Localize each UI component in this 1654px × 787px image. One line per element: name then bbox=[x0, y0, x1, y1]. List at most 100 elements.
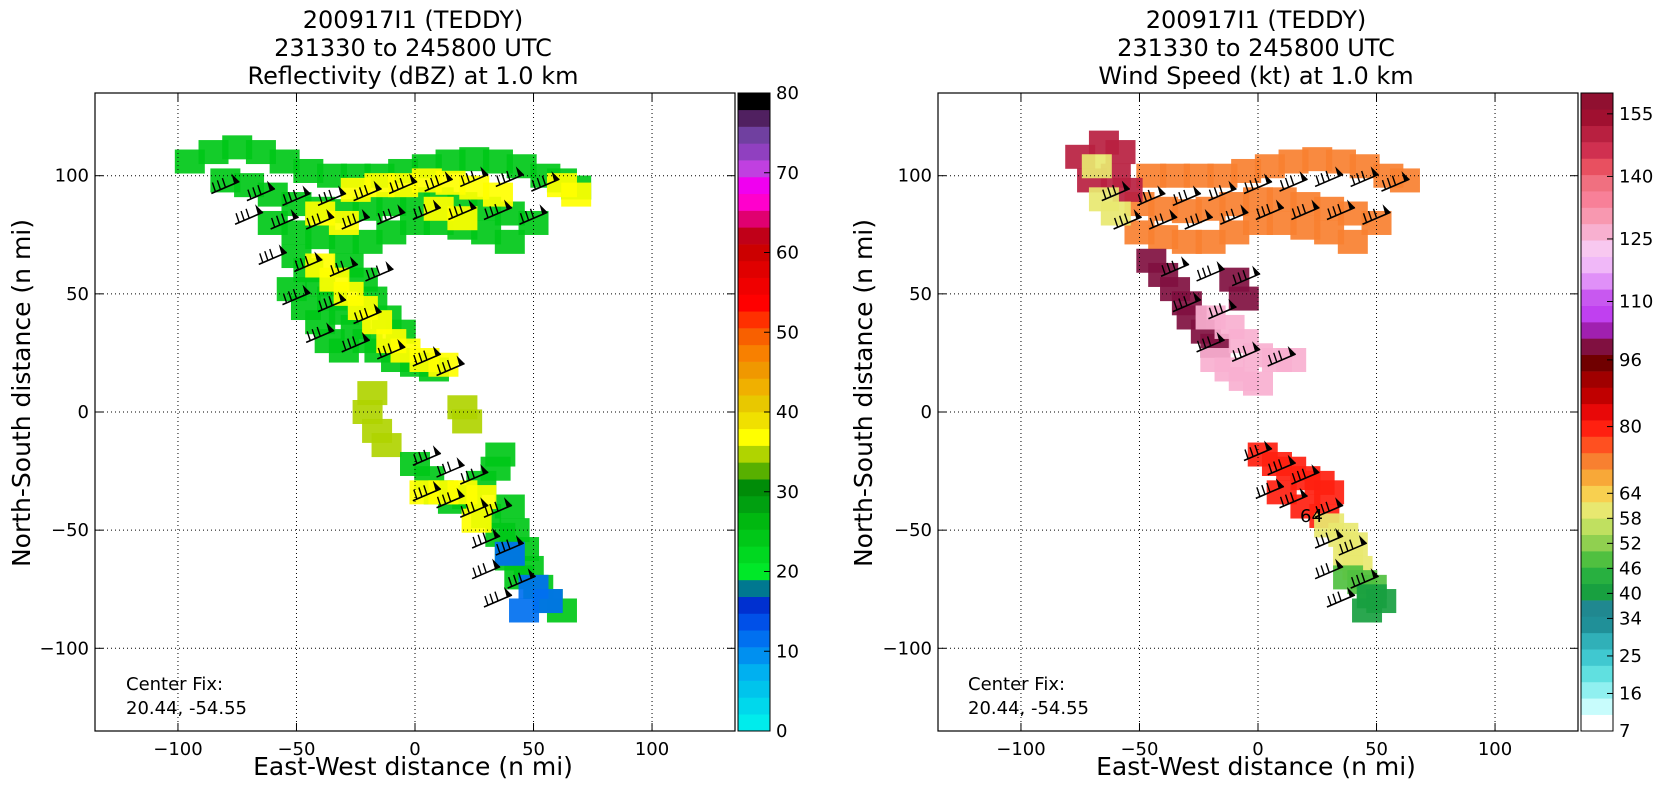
left-y-tick-label: −100 bbox=[40, 638, 89, 659]
wind-barb bbox=[412, 445, 442, 466]
right-y-tick-label: 100 bbox=[898, 166, 932, 187]
right-colorbar-segment bbox=[1581, 616, 1613, 634]
right-colorbar-segment bbox=[1581, 681, 1613, 699]
wind-barb bbox=[329, 256, 359, 277]
left-x-axis-label: East-West distance (n mi) bbox=[253, 752, 573, 781]
wind-barb bbox=[376, 204, 406, 225]
left-colorbar-segment bbox=[738, 227, 770, 245]
right-colorbar-segment bbox=[1581, 403, 1613, 421]
right-field-cell-south-yellow bbox=[1352, 598, 1383, 623]
left-y-tick-label: 100 bbox=[55, 166, 89, 187]
wind-barb bbox=[305, 322, 335, 344]
right-wind-barbs bbox=[1101, 166, 1410, 608]
right-colorbar-segment bbox=[1581, 354, 1613, 372]
left-colorbar-segment bbox=[738, 378, 770, 396]
left-colorbar-segment bbox=[738, 613, 770, 631]
wind-barb bbox=[353, 180, 382, 202]
left-colorbar-segment bbox=[738, 462, 770, 480]
right-colorbar-segment bbox=[1581, 485, 1613, 503]
wind-barb bbox=[495, 166, 525, 188]
right-x-tick-label: 100 bbox=[1478, 739, 1512, 760]
left-x-tick-label: −50 bbox=[277, 739, 315, 760]
wind-barb bbox=[519, 204, 548, 225]
wind-barb bbox=[388, 173, 418, 195]
wind-barb bbox=[1314, 497, 1344, 518]
right-colorbar-segment bbox=[1581, 420, 1613, 437]
left-colorbar-segment bbox=[738, 495, 770, 514]
left-colorbar-segment bbox=[738, 697, 770, 715]
wind-barb bbox=[1362, 204, 1391, 225]
left-colorbar-segment bbox=[738, 294, 770, 312]
left-colorbar-segment bbox=[738, 714, 770, 732]
wind-barb bbox=[1291, 199, 1320, 221]
right-colorbar-segment bbox=[1581, 534, 1613, 552]
right-x-tick-label: 50 bbox=[1365, 739, 1388, 760]
right-colorbar-segment bbox=[1581, 551, 1613, 568]
right-grid bbox=[938, 93, 1578, 731]
wind-barb bbox=[365, 260, 394, 282]
wind-barb bbox=[531, 171, 560, 192]
left-colorbar-segment bbox=[738, 361, 770, 379]
left-wind-barbs bbox=[211, 166, 560, 608]
right-colorbar-segment bbox=[1581, 223, 1613, 241]
wind-barb bbox=[1219, 204, 1249, 225]
left-colorbar-tick-label: 30 bbox=[776, 482, 799, 503]
wind-barb bbox=[1279, 487, 1308, 509]
right-y-tick-label: −50 bbox=[894, 520, 932, 541]
wind-barb bbox=[258, 244, 288, 266]
right-colorbar-segment bbox=[1581, 600, 1613, 617]
left-field-cell-south-weak bbox=[509, 598, 540, 623]
left-colorbar-segment bbox=[738, 663, 770, 681]
right-colorbar-tick-label: 40 bbox=[1619, 583, 1642, 604]
wind-barb bbox=[1243, 440, 1273, 462]
left-grid bbox=[95, 93, 735, 731]
left-field-cell-north-core bbox=[482, 182, 513, 207]
wind-barb bbox=[448, 199, 477, 221]
left-title-line-1: 200917I1 (TEDDY) bbox=[303, 6, 523, 34]
wind-barb bbox=[1291, 464, 1320, 485]
right-colorbar-segment bbox=[1581, 109, 1613, 127]
wind-speed-panel: 200917I1 (TEDDY) 231330 to 245800 UTC Wi… bbox=[849, 6, 1653, 781]
left-colorbar-segment bbox=[738, 680, 770, 698]
wind-barb bbox=[483, 497, 513, 518]
right-center-fix-value: 20.44, -54.55 bbox=[968, 698, 1089, 719]
wind-barb bbox=[1243, 173, 1273, 195]
right-colorbar-tick-label: 80 bbox=[1619, 417, 1642, 438]
left-colorbar-segment bbox=[738, 244, 770, 262]
right-title-line-1: 200917I1 (TEDDY) bbox=[1146, 6, 1366, 34]
left-colorbar-segment bbox=[738, 260, 770, 278]
right-y-axis-label: North-South distance (n mi) bbox=[849, 219, 878, 567]
right-colorbar-segment bbox=[1581, 698, 1613, 715]
wind-barb bbox=[1101, 180, 1131, 202]
right-colorbar-segment bbox=[1581, 501, 1613, 519]
wind-barb bbox=[436, 355, 465, 377]
left-y-axis-label: North-South distance (n mi) bbox=[7, 219, 36, 567]
wind-barb bbox=[1172, 291, 1202, 313]
right-y-tick-label: 0 bbox=[921, 402, 932, 423]
left-colorbar-segment bbox=[738, 193, 770, 211]
wind-barb bbox=[1267, 346, 1297, 367]
wind-barb bbox=[1172, 185, 1202, 207]
left-colorbar-tick-label: 60 bbox=[776, 243, 799, 264]
wind-barb bbox=[1255, 478, 1285, 500]
right-title-line-2: 231330 to 245800 UTC bbox=[1117, 34, 1395, 62]
left-x-tick-label: 0 bbox=[409, 739, 420, 760]
wind-barb bbox=[376, 338, 406, 360]
wind-barb bbox=[1326, 199, 1356, 221]
right-y-tick-label: −100 bbox=[883, 638, 932, 659]
left-field-cell-south-band bbox=[485, 442, 516, 467]
wind-barb bbox=[317, 185, 347, 207]
right-colorbar-segment bbox=[1581, 142, 1613, 159]
wind-barb bbox=[305, 208, 335, 230]
right-x-axis-label: East-West distance (n mi) bbox=[1096, 752, 1416, 781]
wind-barb bbox=[1314, 527, 1344, 549]
right-colorbar-segment bbox=[1581, 272, 1613, 290]
right-field-cell-northwest-sub bbox=[1081, 154, 1112, 179]
wind-barb bbox=[246, 180, 276, 202]
wind-barb bbox=[1338, 535, 1368, 556]
right-colorbar-segment bbox=[1581, 714, 1613, 732]
right-y-tick-label: 50 bbox=[909, 284, 932, 305]
left-colorbar-segment bbox=[738, 412, 770, 430]
left-colorbar-tick-label: 80 bbox=[776, 83, 799, 104]
left-colorbar-tick-label: 70 bbox=[776, 163, 799, 184]
